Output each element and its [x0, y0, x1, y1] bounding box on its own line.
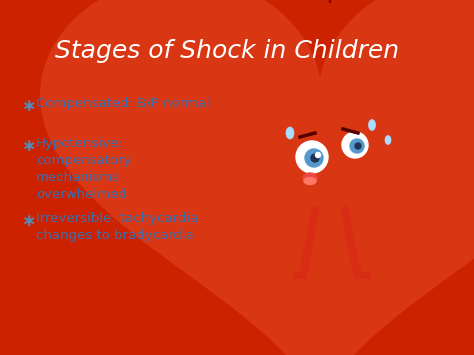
Circle shape [305, 149, 323, 167]
Ellipse shape [260, 80, 460, 300]
Ellipse shape [368, 120, 375, 131]
Circle shape [355, 143, 361, 149]
Ellipse shape [385, 136, 391, 144]
Text: Stages of Shock in Children: Stages of Shock in Children [55, 39, 400, 64]
Ellipse shape [303, 173, 317, 183]
Bar [4, 4, 466, 117]
Ellipse shape [304, 178, 316, 185]
Text: ∗: ∗ [22, 212, 36, 230]
Text: Hypotensive:
compensatory
mechanisms
overwhelmed: Hypotensive: compensatory mechanisms ove… [36, 137, 131, 201]
Polygon shape [40, 0, 474, 355]
Text: Irreversible: tachycardia
changes to bradycardia: Irreversible: tachycardia changes to bra… [36, 212, 198, 242]
Circle shape [311, 154, 319, 162]
Bar [4, 117, 466, 351]
Circle shape [296, 141, 328, 173]
Polygon shape [305, 108, 435, 246]
Ellipse shape [286, 127, 294, 139]
Polygon shape [4, 98, 466, 351]
Circle shape [316, 153, 320, 158]
Text: ∗: ∗ [22, 97, 36, 115]
Circle shape [350, 139, 364, 153]
Text: Compensated: B/P normal: Compensated: B/P normal [36, 97, 210, 110]
Circle shape [342, 132, 368, 158]
Polygon shape [4, 99, 466, 351]
Text: ∗: ∗ [22, 137, 36, 155]
